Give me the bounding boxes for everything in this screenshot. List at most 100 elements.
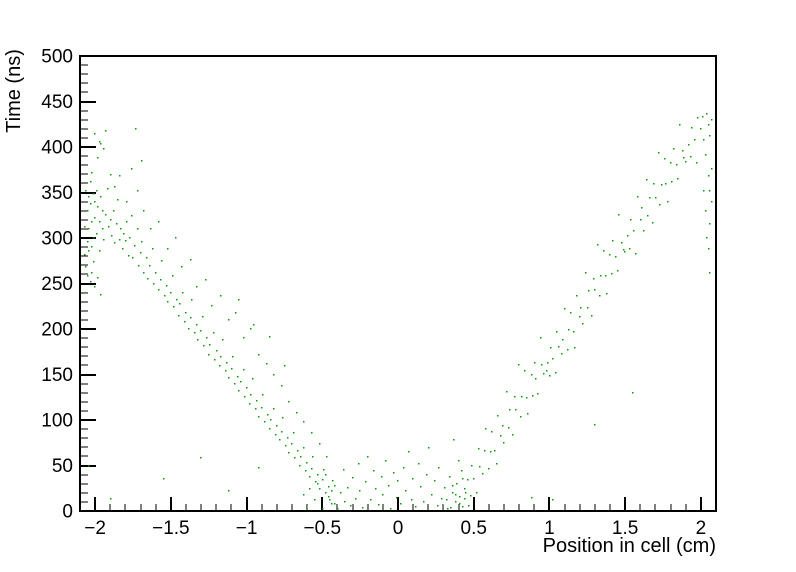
data-point (343, 469, 345, 471)
data-point (319, 443, 321, 445)
data-point (317, 474, 319, 476)
data-point (588, 290, 590, 292)
data-point (703, 139, 705, 141)
data-point (161, 260, 163, 262)
data-point (388, 485, 390, 487)
data-point (158, 289, 160, 291)
data-point (88, 250, 90, 252)
data-point (659, 204, 661, 206)
data-point (340, 492, 342, 494)
data-point (444, 487, 446, 489)
data-point (468, 505, 470, 507)
data-point (497, 415, 499, 417)
data-point (228, 377, 230, 379)
data-point (705, 210, 707, 212)
data-point (122, 248, 124, 250)
x-tick-label: 1.5 (612, 518, 638, 539)
data-point (350, 505, 352, 507)
data-point (691, 127, 693, 129)
plot-frame (79, 55, 717, 512)
x-tick-label: 2 (696, 518, 707, 539)
data-point (527, 413, 529, 415)
x-tick-label: 0.5 (461, 518, 487, 539)
data-point (172, 275, 174, 277)
data-point (470, 495, 472, 497)
data-point (450, 507, 452, 509)
y-tick-label: 300 (41, 229, 73, 250)
data-point (685, 161, 687, 163)
data-point (125, 240, 127, 242)
data-point (515, 409, 517, 411)
data-point (708, 124, 710, 126)
data-point (552, 499, 554, 501)
axis-ticks-group (80, 55, 702, 512)
data-point (635, 253, 637, 255)
data-point (415, 506, 417, 508)
y-tick-label: 250 (41, 274, 73, 295)
data-point (503, 442, 505, 444)
data-point (334, 485, 336, 487)
data-point (149, 265, 151, 267)
data-point (367, 456, 369, 458)
data-point (452, 492, 454, 494)
data-point (706, 113, 708, 115)
data-point (502, 425, 504, 427)
data-point (385, 460, 387, 462)
data-point (164, 295, 166, 297)
data-point (400, 503, 402, 505)
data-point (709, 223, 711, 225)
data-point (216, 350, 218, 352)
data-point (269, 428, 271, 430)
data-point (197, 339, 199, 341)
data-point (238, 390, 240, 392)
data-point (490, 451, 492, 453)
data-point (382, 494, 384, 496)
data-point (520, 416, 522, 418)
x-tick-label: −0.5 (304, 518, 342, 539)
data-point (603, 250, 605, 252)
data-point (393, 472, 395, 474)
data-point (300, 456, 302, 458)
data-point (500, 435, 502, 437)
data-point (88, 465, 90, 467)
data-point (243, 337, 245, 339)
data-point (574, 347, 576, 349)
data-point (355, 498, 357, 500)
data-point (664, 158, 666, 160)
data-point (93, 193, 95, 195)
data-point (253, 324, 255, 326)
data-point (128, 255, 130, 257)
data-point (358, 463, 360, 465)
data-point (319, 488, 321, 490)
data-point (615, 256, 617, 258)
data-point (225, 370, 227, 372)
data-point (708, 248, 710, 250)
data-point (331, 490, 333, 492)
data-point (494, 450, 496, 452)
data-point (462, 478, 464, 480)
data-point (119, 239, 121, 241)
data-point (126, 201, 128, 203)
data-point (203, 345, 205, 347)
data-point (637, 196, 639, 198)
data-point (141, 160, 143, 162)
data-point (464, 488, 466, 490)
data-point (568, 329, 570, 331)
data-point (455, 501, 457, 503)
data-point (453, 439, 455, 441)
data-point (94, 286, 96, 288)
data-point (99, 221, 101, 223)
data-point (370, 499, 372, 501)
data-point (305, 470, 307, 472)
data-point (378, 504, 380, 506)
data-point (438, 467, 440, 469)
data-point (397, 480, 399, 482)
data-point (556, 331, 558, 333)
data-point (311, 468, 313, 470)
data-point (437, 505, 439, 507)
data-point (238, 299, 240, 301)
data-point (679, 124, 681, 126)
data-point (116, 223, 118, 225)
data-point (220, 295, 222, 297)
x-tick-label: 1 (544, 518, 555, 539)
